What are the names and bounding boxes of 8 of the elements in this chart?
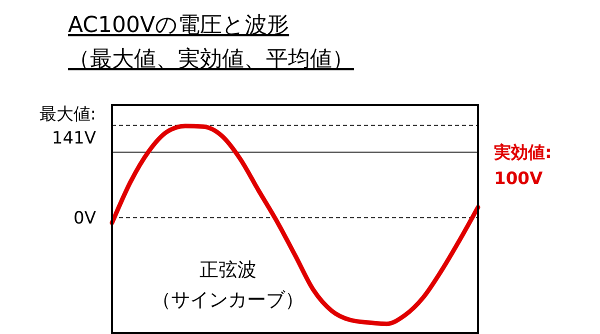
line-series [110,124,480,326]
annotation: 正弦波 [200,259,256,281]
chart-subtitle: （最大値、実効値、平均値） [68,47,354,72]
ref-line-label: 実効値: 100V [493,143,552,190]
y-tick-label: 0V [74,208,96,229]
annotation: （サインカーブ） [152,289,304,311]
y-tick-label: 最大値: 141V [39,104,96,148]
chart-title: AC100Vの電圧と波形 [68,13,290,38]
